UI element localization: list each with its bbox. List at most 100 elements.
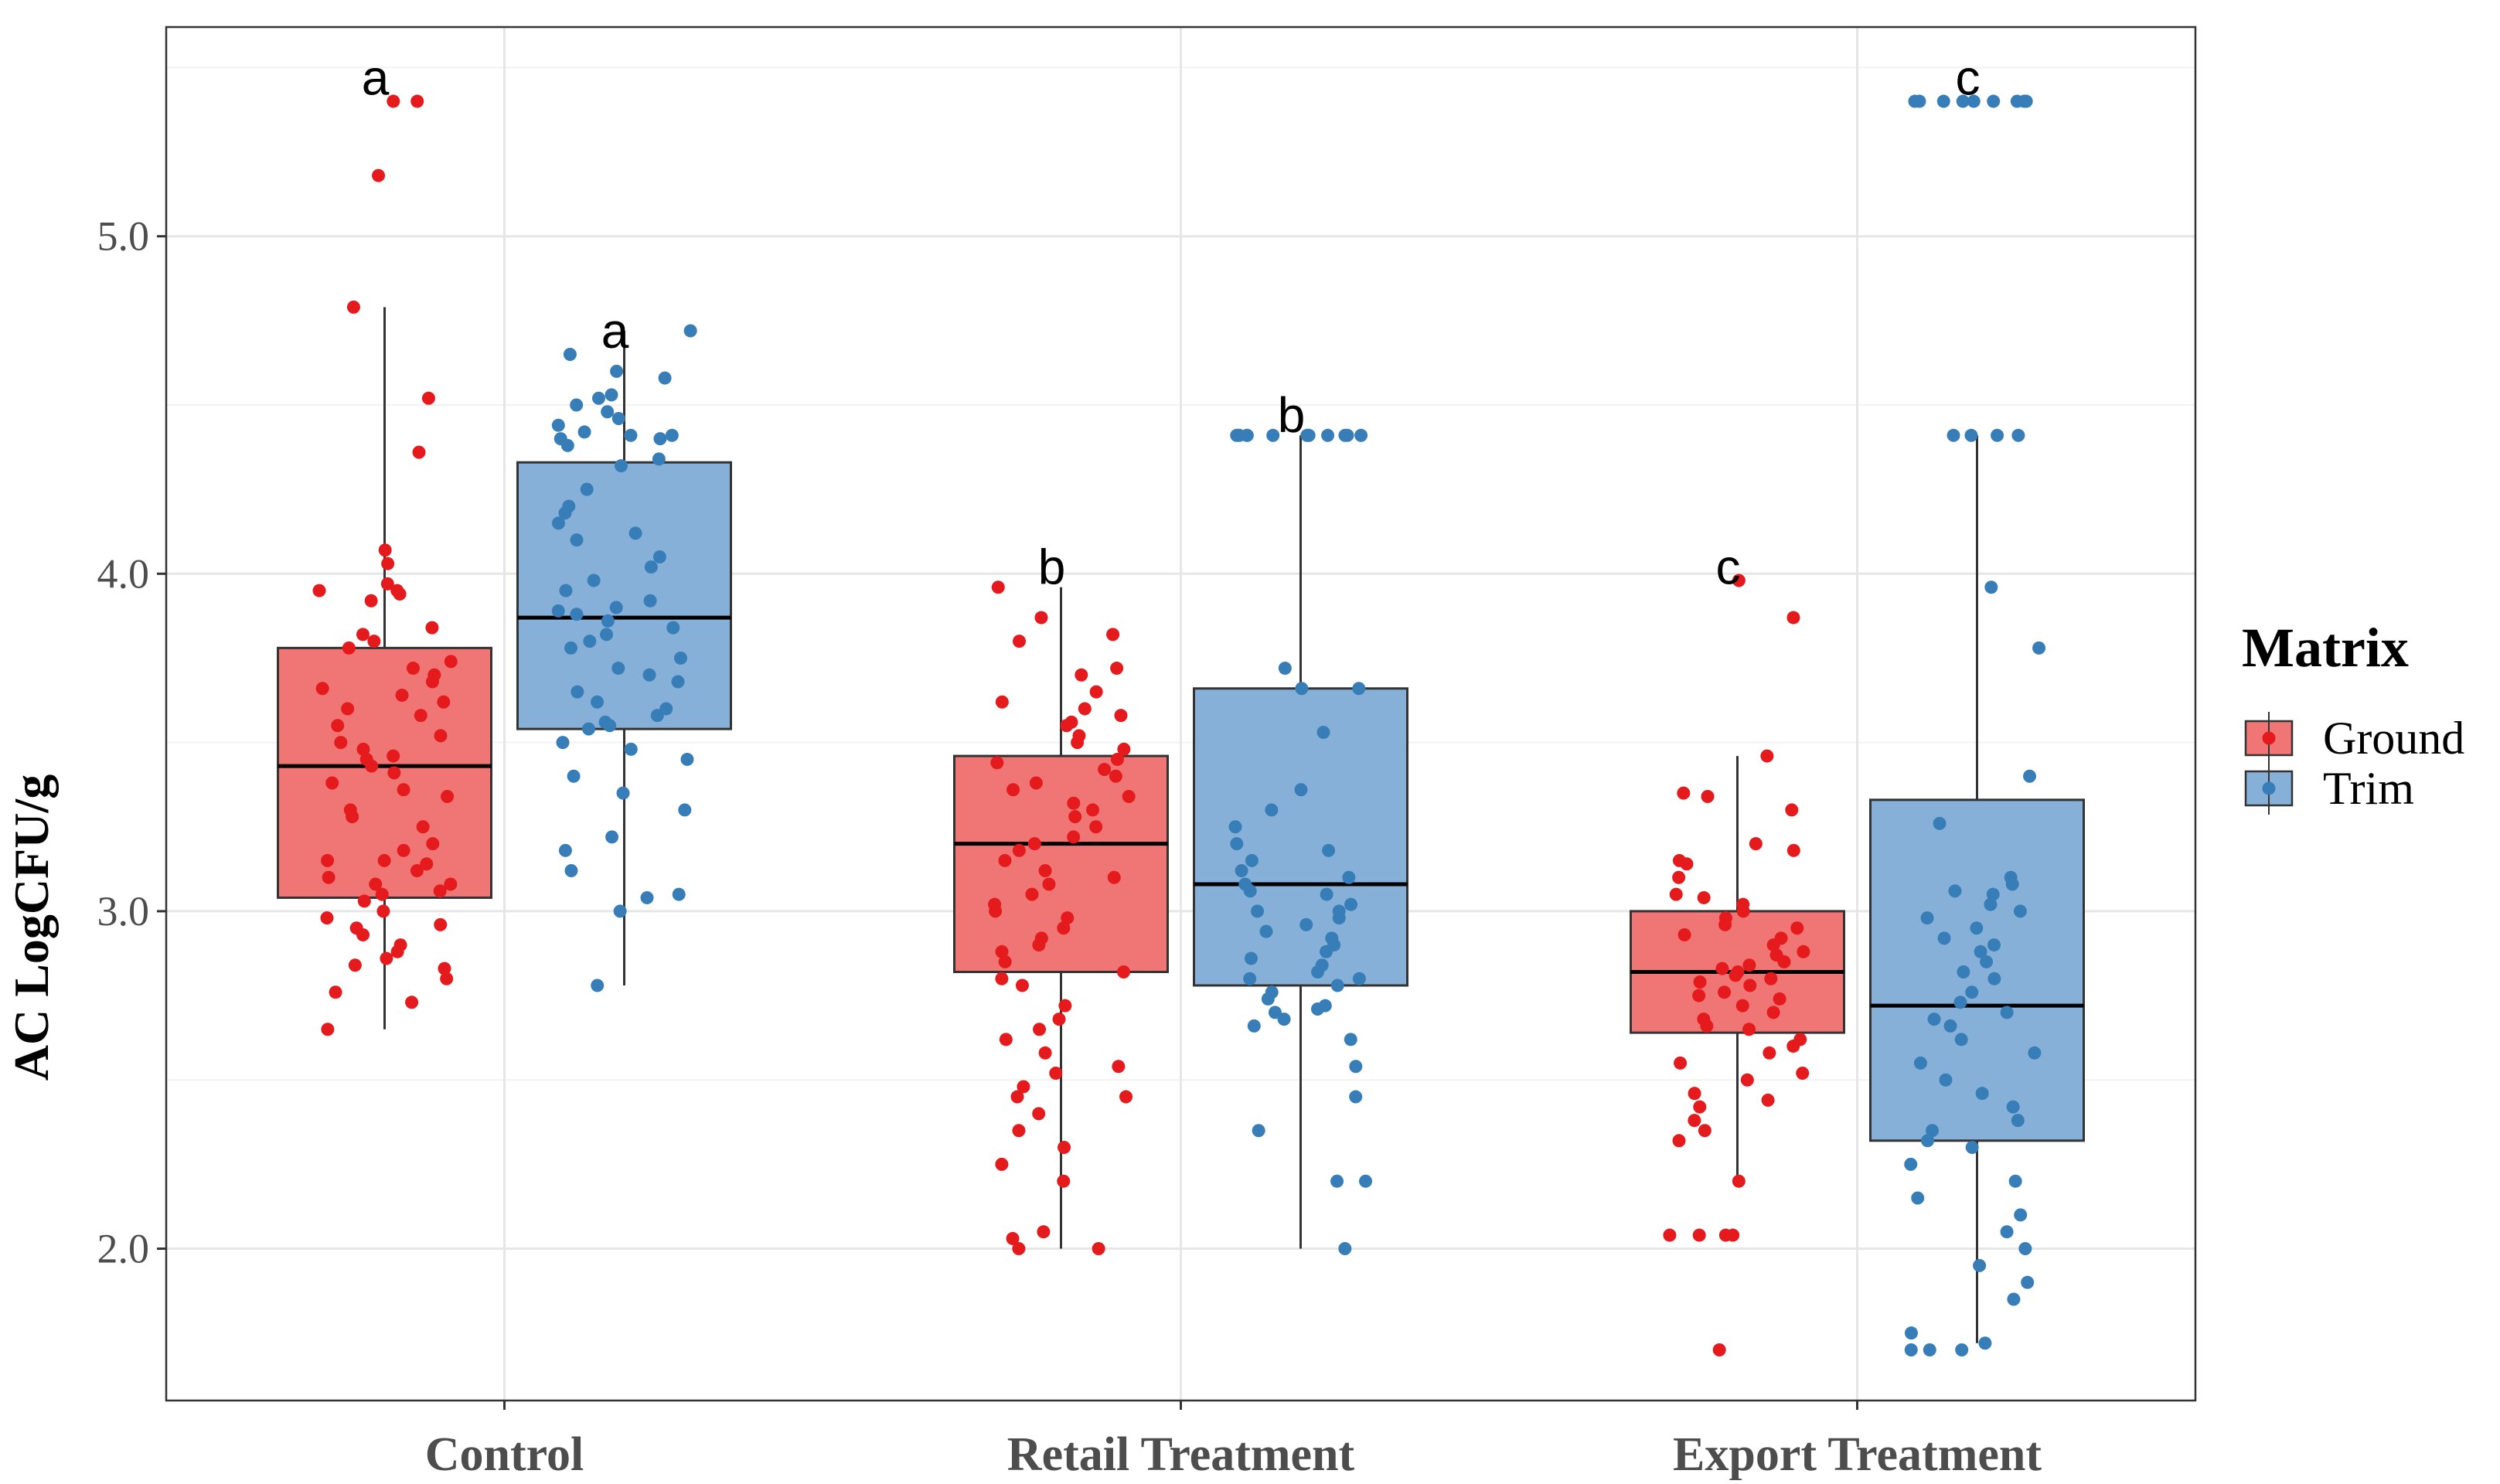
data-point bbox=[1970, 921, 1984, 935]
data-point bbox=[1715, 962, 1729, 975]
data-point bbox=[995, 695, 1009, 709]
data-point bbox=[1785, 803, 1799, 817]
box-trim bbox=[516, 461, 732, 730]
data-point bbox=[587, 574, 601, 587]
data-point bbox=[591, 391, 605, 405]
data-point bbox=[1344, 897, 1358, 911]
data-point bbox=[1294, 783, 1308, 797]
data-point bbox=[678, 803, 692, 817]
data-point bbox=[2005, 877, 2019, 891]
data-point bbox=[1038, 864, 1052, 878]
data-point bbox=[600, 628, 614, 642]
data-point bbox=[406, 662, 420, 676]
data-point bbox=[1038, 1046, 1052, 1060]
data-point bbox=[2014, 1208, 2028, 1222]
data-point bbox=[1089, 685, 1103, 699]
data-point bbox=[2006, 1100, 2020, 1114]
data-point bbox=[376, 904, 390, 918]
data-point bbox=[1773, 992, 1786, 1006]
data-point bbox=[1042, 877, 1056, 891]
data-point bbox=[1911, 1191, 1925, 1205]
data-point bbox=[1098, 763, 1112, 777]
data-point bbox=[1984, 897, 1998, 911]
data-point bbox=[1268, 1006, 1282, 1019]
data-point bbox=[315, 682, 329, 696]
data-point bbox=[1797, 945, 1810, 958]
data-point bbox=[1692, 989, 1706, 1002]
data-point bbox=[410, 94, 424, 108]
data-point bbox=[1243, 884, 1257, 898]
data-point bbox=[341, 702, 355, 716]
data-point bbox=[1266, 428, 1280, 442]
data-point bbox=[1110, 752, 1124, 766]
data-point bbox=[1973, 1258, 1987, 1272]
data-point bbox=[611, 411, 625, 425]
data-point bbox=[1936, 94, 1950, 108]
data-point bbox=[1672, 870, 1686, 884]
significance-letter: b bbox=[1278, 387, 1306, 443]
data-point bbox=[1987, 938, 2001, 952]
data-point bbox=[1122, 789, 1136, 803]
data-point bbox=[591, 979, 605, 992]
significance-letter: c bbox=[1716, 539, 1741, 595]
data-point bbox=[640, 890, 654, 904]
data-point bbox=[643, 594, 657, 608]
data-point bbox=[1320, 887, 1333, 901]
data-point bbox=[387, 94, 400, 108]
data-point bbox=[1672, 1134, 1686, 1148]
data-point bbox=[1057, 1174, 1071, 1188]
data-point bbox=[357, 894, 371, 908]
data-point bbox=[381, 556, 395, 570]
data-point bbox=[1119, 1090, 1133, 1104]
data-point bbox=[652, 452, 666, 466]
data-point bbox=[601, 614, 615, 628]
data-point bbox=[644, 560, 658, 574]
data-point bbox=[1049, 1066, 1063, 1080]
data-point bbox=[570, 398, 584, 412]
data-point bbox=[1027, 837, 1041, 851]
data-point bbox=[2028, 1046, 2042, 1060]
data-point bbox=[434, 917, 448, 931]
data-point bbox=[1332, 911, 1346, 925]
data-point bbox=[1760, 749, 1774, 763]
data-point bbox=[395, 688, 409, 702]
data-point bbox=[1295, 682, 1309, 696]
data-point bbox=[680, 752, 694, 766]
data-point bbox=[1786, 611, 1800, 625]
data-point bbox=[571, 685, 584, 699]
data-point bbox=[412, 445, 426, 459]
data-point bbox=[421, 391, 435, 405]
data-point bbox=[1923, 1343, 1936, 1357]
data-point bbox=[425, 621, 439, 635]
data-point bbox=[1342, 870, 1356, 884]
data-point bbox=[624, 428, 638, 442]
data-point bbox=[1732, 1174, 1746, 1188]
y-tick-label: 4.0 bbox=[97, 550, 150, 597]
data-point bbox=[397, 783, 410, 797]
data-point bbox=[312, 584, 326, 597]
data-point bbox=[380, 577, 394, 591]
data-point bbox=[1987, 94, 2001, 108]
data-point bbox=[990, 756, 1004, 770]
significance-letter: a bbox=[601, 303, 629, 359]
y-axis-title: AC LogCFU/g bbox=[4, 774, 59, 1081]
data-point bbox=[611, 662, 625, 676]
data-point bbox=[1692, 1228, 1706, 1242]
data-point bbox=[321, 1023, 335, 1036]
box-trim bbox=[1869, 798, 2085, 1142]
data-point bbox=[1698, 1124, 1712, 1138]
data-point bbox=[1736, 904, 1750, 918]
data-point bbox=[564, 864, 578, 878]
data-point bbox=[1252, 1124, 1265, 1138]
y-tick-label: 3.0 bbox=[97, 888, 150, 934]
data-point bbox=[380, 951, 393, 965]
data-point bbox=[1354, 428, 1368, 442]
data-point bbox=[1261, 992, 1275, 1006]
data-point bbox=[995, 945, 1009, 958]
data-point bbox=[329, 985, 342, 999]
data-point bbox=[1926, 1124, 1940, 1138]
data-point bbox=[1766, 1006, 1780, 1019]
data-point bbox=[2007, 1292, 2021, 1306]
box-ground bbox=[953, 754, 1169, 974]
